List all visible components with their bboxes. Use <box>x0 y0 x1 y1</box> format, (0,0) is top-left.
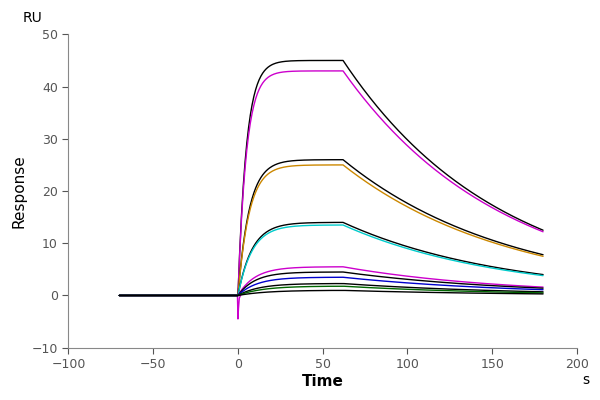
Y-axis label: Response: Response <box>11 154 26 228</box>
Text: s: s <box>582 373 589 387</box>
X-axis label: Time: Time <box>302 374 344 389</box>
Text: RU: RU <box>23 11 43 25</box>
